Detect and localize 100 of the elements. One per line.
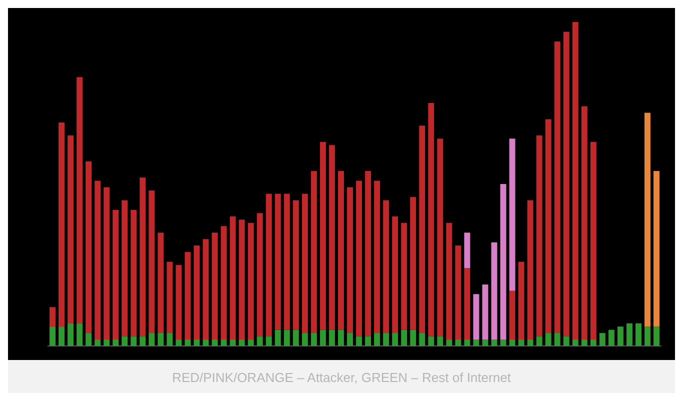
bar: [130, 336, 137, 346]
bar: [58, 122, 65, 327]
bar: [212, 232, 218, 340]
bar: [76, 323, 83, 346]
bar: [654, 171, 660, 327]
bar: [509, 340, 516, 346]
bar: [581, 340, 588, 346]
bar: [176, 340, 182, 346]
bar: [554, 333, 560, 346]
bar: [220, 340, 227, 346]
bar: [383, 200, 390, 334]
bar: [410, 330, 416, 346]
bar: [212, 340, 218, 346]
bar: [50, 326, 56, 346]
bar: [654, 326, 660, 346]
bar: [437, 336, 444, 346]
bar: [572, 22, 578, 340]
bar: [112, 340, 119, 346]
bar: [86, 161, 92, 334]
bar: [536, 135, 542, 336]
bar: [545, 119, 552, 334]
bar: [310, 333, 317, 346]
bar: [446, 340, 452, 346]
bar: [220, 226, 227, 340]
bar: [644, 326, 650, 346]
bar: [356, 336, 362, 346]
bar: [491, 340, 498, 346]
bar: [410, 196, 416, 330]
bar: [94, 180, 101, 340]
bar: [473, 294, 480, 340]
bar: [256, 213, 263, 336]
bar: [320, 330, 326, 346]
bar: [365, 171, 372, 336]
bar: [292, 330, 299, 346]
bar: [464, 268, 470, 340]
bar: [392, 333, 398, 346]
bar: [401, 330, 408, 346]
bar: [266, 194, 272, 336]
bar: [194, 246, 200, 340]
bar: [419, 333, 426, 346]
bar: [284, 194, 290, 330]
bar: [112, 210, 119, 340]
bar: [266, 336, 272, 346]
text: RED/PINK/ORANGE – Attacker, GREEN – Rest of Internet: [171, 369, 512, 387]
bar: [256, 336, 263, 346]
bar: [356, 180, 362, 336]
bar: [509, 138, 516, 291]
bar: [310, 171, 317, 334]
bar: [274, 330, 281, 346]
bar: [455, 340, 462, 346]
bar: [86, 333, 92, 346]
bar: [184, 340, 191, 346]
bar: [536, 336, 542, 346]
bar: [518, 340, 524, 346]
bar: [401, 222, 408, 330]
bar: [500, 184, 506, 340]
bar: [338, 171, 344, 330]
bar: [626, 323, 632, 346]
bar: [482, 284, 488, 340]
bar: [437, 138, 444, 336]
bar: [104, 187, 110, 340]
bar: [328, 330, 335, 346]
bar: [122, 200, 128, 336]
bar: [347, 333, 353, 346]
bar: [238, 340, 245, 346]
bar: [419, 126, 426, 334]
bar: [644, 112, 650, 327]
bar: [581, 106, 588, 340]
bar: [58, 326, 65, 346]
bar: [635, 323, 642, 346]
bar: [302, 333, 308, 346]
bar: [590, 142, 596, 340]
bar: [509, 290, 516, 340]
bar: [491, 242, 498, 340]
bar: [50, 307, 56, 327]
bar: [202, 340, 209, 346]
bar: [230, 216, 236, 340]
bar: [572, 340, 578, 346]
bar: [158, 232, 164, 334]
bar: [104, 340, 110, 346]
bar: [292, 200, 299, 330]
bar: [455, 246, 462, 340]
bar: [617, 326, 624, 346]
bar: [194, 340, 200, 346]
bar: [328, 145, 335, 330]
bar: [68, 323, 74, 346]
bar: [148, 190, 155, 334]
bar: [320, 142, 326, 330]
bar: [608, 330, 614, 346]
bar: [248, 340, 254, 346]
bar: [94, 340, 101, 346]
bar: [554, 41, 560, 334]
bar: [365, 336, 372, 346]
bar: [428, 103, 434, 336]
bar: [590, 340, 596, 346]
bar: [302, 194, 308, 334]
bar: [140, 336, 146, 346]
bar: [545, 333, 552, 346]
bar: [130, 210, 137, 336]
bar: [482, 340, 488, 346]
